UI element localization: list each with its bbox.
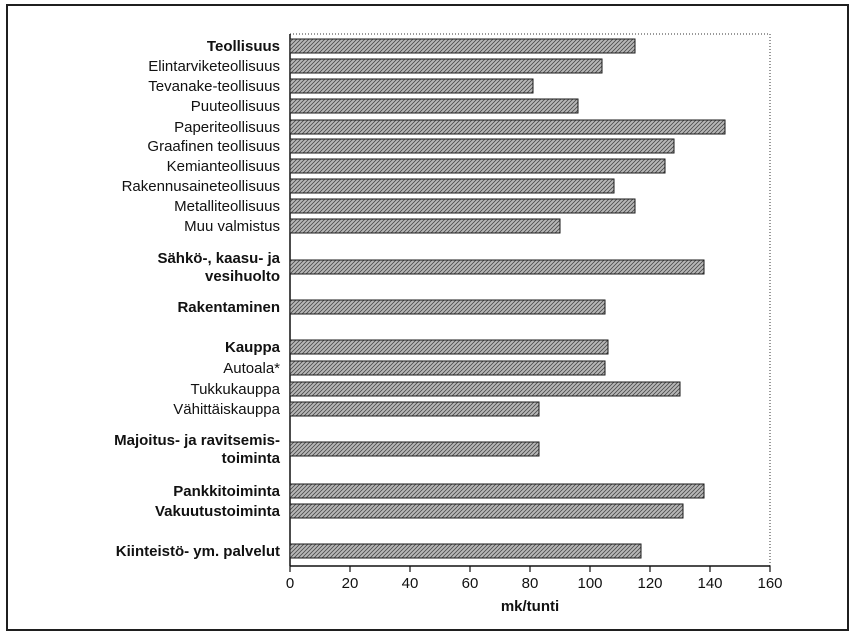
category-label: Vähittäiskauppa — [173, 401, 280, 418]
bar — [289, 158, 666, 174]
x-tick-label: 120 — [637, 575, 662, 592]
category-label: vesihuolto — [205, 268, 280, 285]
category-label: Kauppa — [225, 339, 281, 356]
bar — [289, 98, 579, 114]
category-label: Muu valmistus — [184, 218, 280, 235]
bar — [289, 119, 726, 135]
x-tick-label: 80 — [522, 575, 539, 592]
bar — [289, 401, 540, 417]
category-label: Graafinen teollisuus — [147, 138, 280, 155]
x-axis: 0 20 40 60 80 100 120 140 160 — [286, 565, 783, 592]
category-label: Kemianteollisuus — [167, 158, 280, 175]
bar — [289, 58, 603, 74]
bar — [289, 339, 609, 355]
category-label: Elintarviketeollisuus — [148, 58, 280, 75]
category-label: Majoitus- ja ravitsemis- — [114, 432, 280, 449]
bar — [289, 483, 705, 499]
bar — [289, 198, 636, 214]
bar — [289, 218, 561, 234]
category-label: toiminta — [222, 450, 281, 467]
category-label: Teollisuus — [207, 38, 280, 55]
category-label: Metalliteollisuus — [174, 198, 280, 215]
x-tick-label: 160 — [757, 575, 782, 592]
category-label: Sähkö-, kaasu- ja — [157, 250, 280, 267]
x-axis-title: mk/tunti — [501, 598, 559, 615]
x-tick-label: 140 — [697, 575, 722, 592]
bar — [289, 178, 615, 194]
category-label: Rakennusaineteollisuus — [122, 178, 280, 195]
x-tick-label: 60 — [462, 575, 479, 592]
category-label: Autoala* — [223, 360, 280, 377]
category-label: Rakentaminen — [177, 299, 280, 316]
bar — [289, 503, 684, 519]
category-label-group: Teollisuus Elintarviketeollisuus Tevanake-… — [114, 38, 281, 560]
bar — [289, 543, 642, 559]
category-label: Tukkukauppa — [190, 381, 280, 398]
category-label: Kiinteistö- ym. palvelut — [116, 543, 280, 560]
x-tick-label: 100 — [577, 575, 602, 592]
bar — [289, 78, 534, 94]
x-tick-label: 0 — [286, 575, 294, 592]
x-tick-label: 40 — [402, 575, 419, 592]
bar — [289, 360, 606, 376]
category-label: Tevanake-teollisuus — [148, 78, 280, 95]
category-label: Vakuutustoiminta — [155, 503, 281, 520]
bar — [289, 441, 540, 457]
bar-group — [289, 38, 726, 559]
bar — [289, 259, 705, 275]
bar — [289, 381, 681, 397]
category-label: Pankkitoiminta — [173, 483, 280, 500]
bar — [289, 38, 636, 54]
category-label: Puuteollisuus — [191, 98, 280, 115]
category-label: Paperiteollisuus — [174, 119, 280, 136]
bar — [289, 299, 606, 315]
x-tick-label: 20 — [342, 575, 359, 592]
bar — [289, 138, 675, 154]
